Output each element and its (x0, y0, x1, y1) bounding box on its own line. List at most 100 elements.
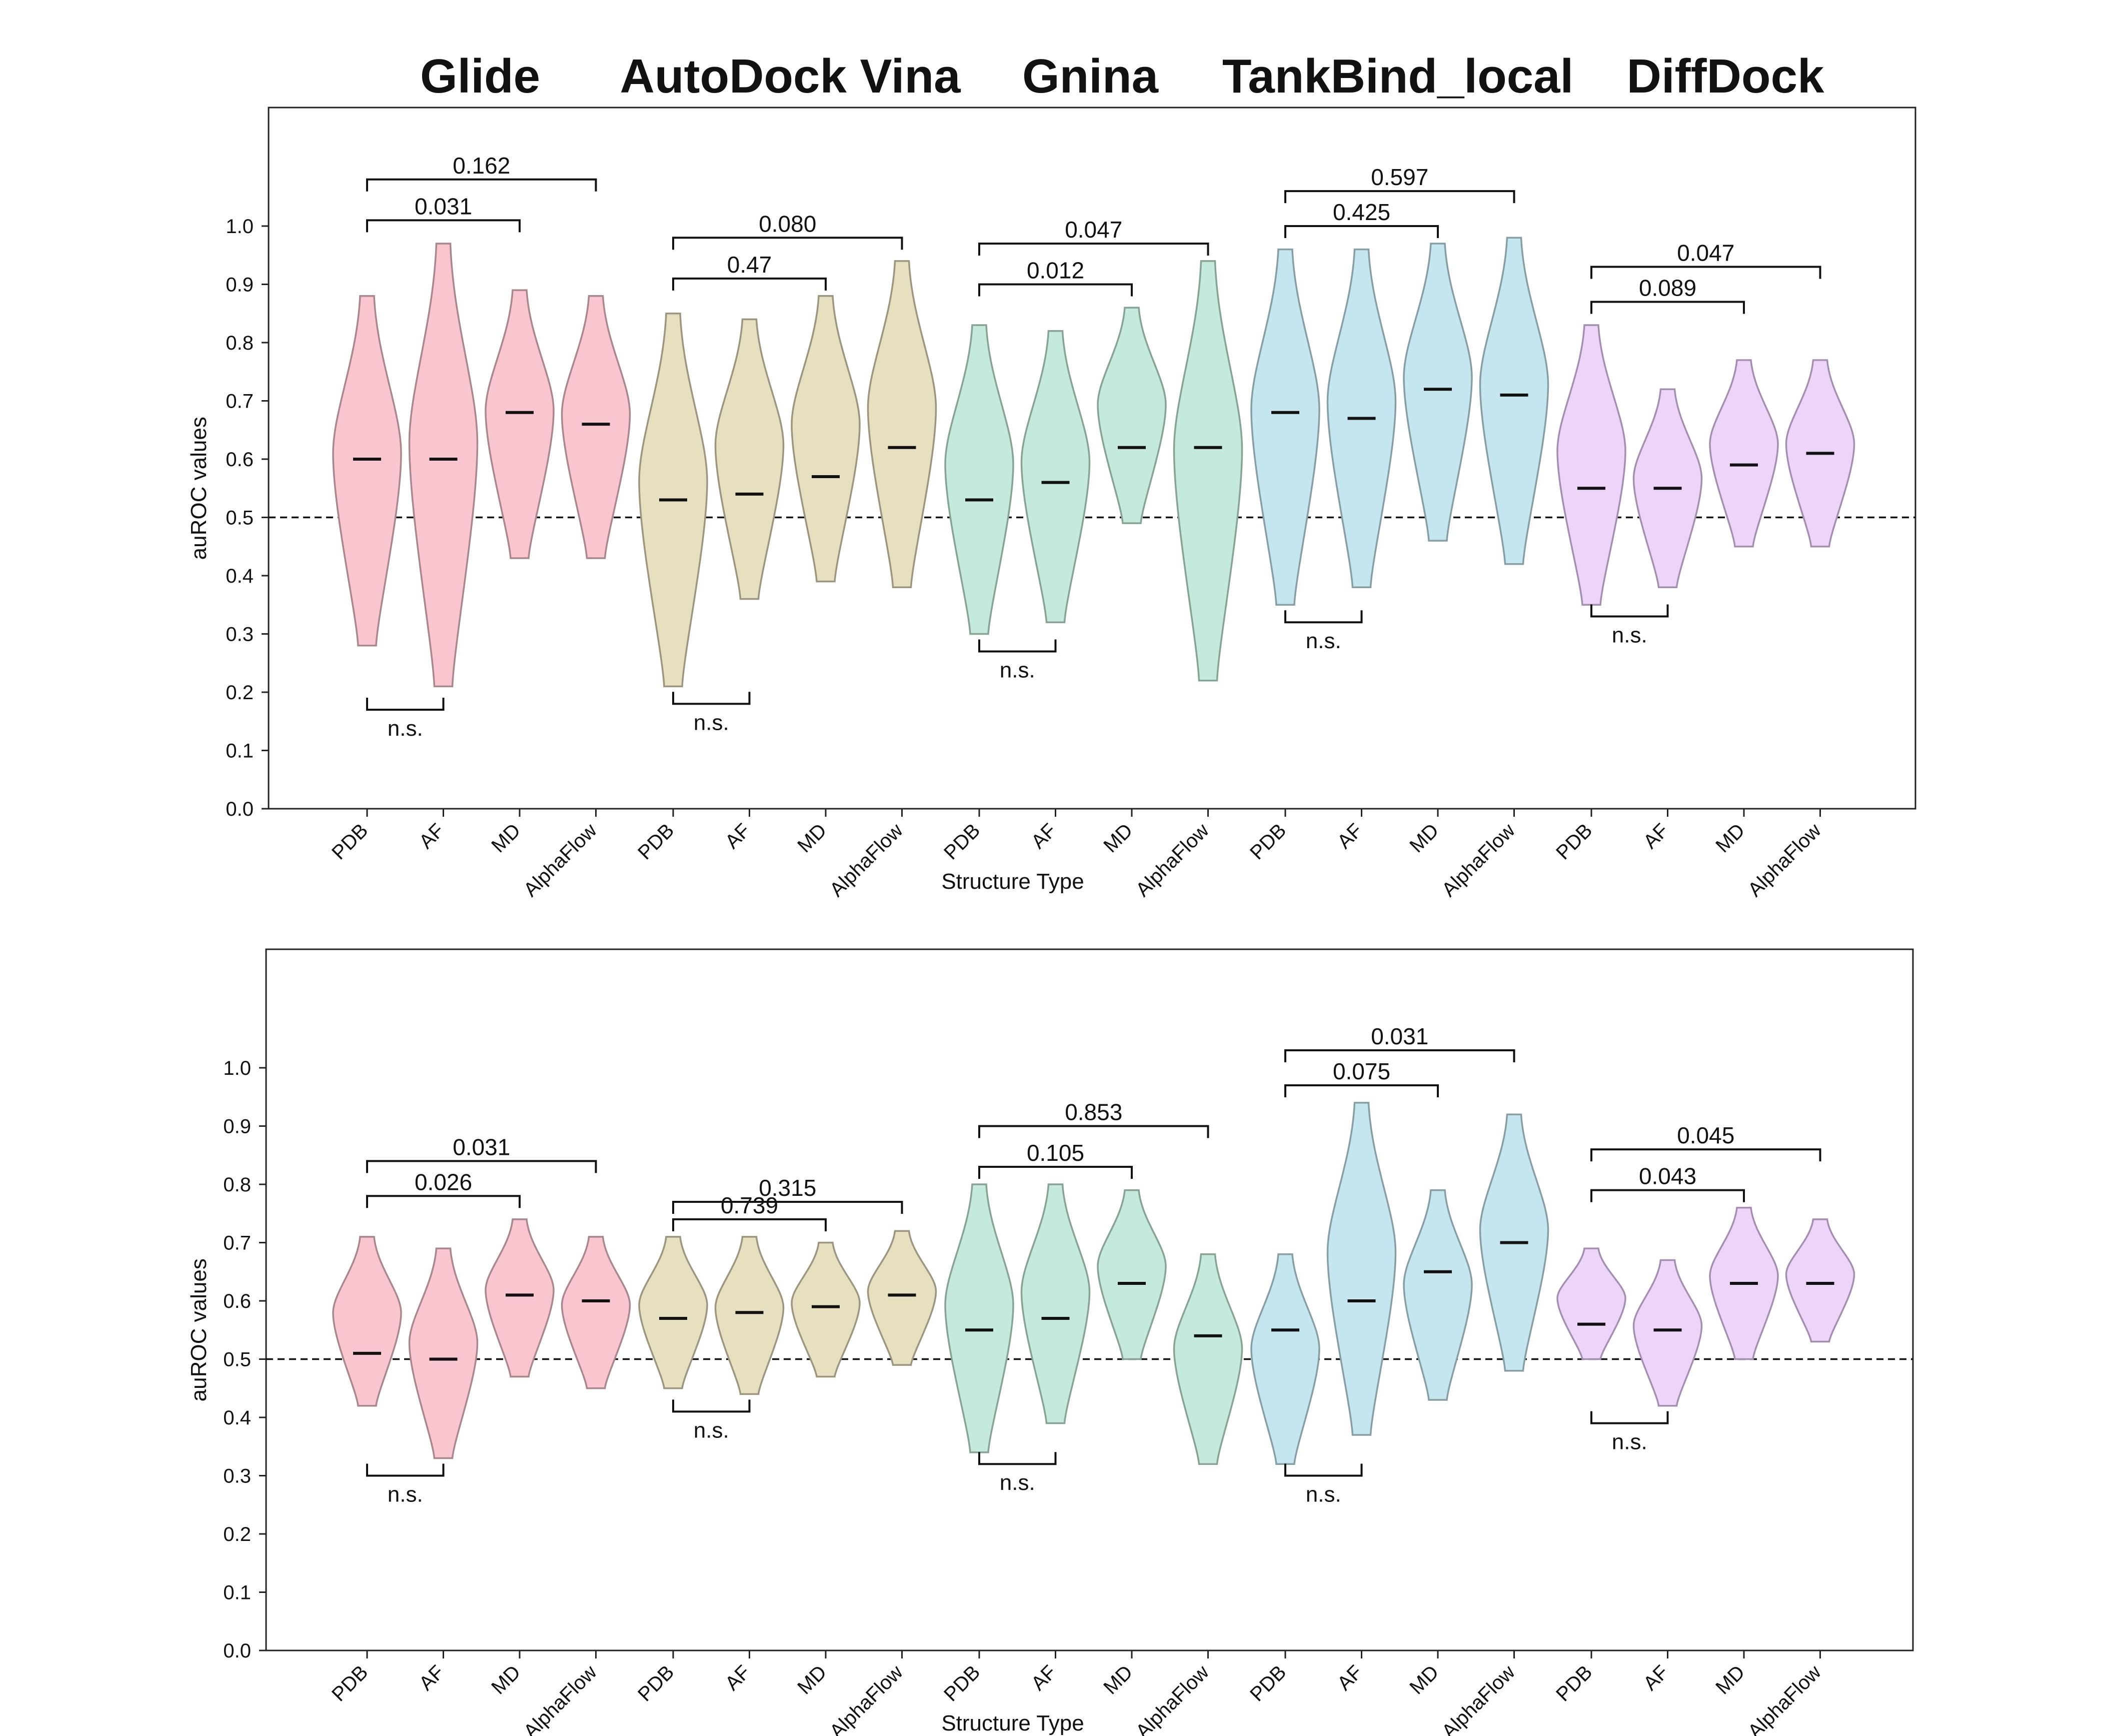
x-tick-label: AF (1639, 819, 1673, 853)
x-tick-label: PDB (634, 819, 678, 864)
significance-label: 0.089 (1639, 275, 1696, 301)
significance-label: n.s. (1000, 1470, 1035, 1495)
significance-bracket (672, 1200, 903, 1214)
y-tick-label: 0.3 (226, 624, 254, 646)
violin (1556, 1247, 1626, 1360)
violin (332, 295, 402, 647)
significance-bracket (366, 697, 445, 711)
violin (1556, 324, 1626, 606)
violin (1632, 1259, 1703, 1407)
x-tick-label: AF (1333, 1661, 1367, 1694)
x-tick-label: MD (1099, 1661, 1137, 1698)
significance-label: 0.47 (727, 252, 772, 278)
significance-label: 0.597 (1371, 164, 1428, 190)
significance-bracket (1590, 301, 1745, 314)
significance-label: 0.047 (1065, 217, 1122, 243)
y-tick-label: 0.8 (223, 1174, 251, 1196)
significance-label: n.s. (388, 1482, 423, 1507)
violin (561, 295, 631, 559)
x-tick-label: PDB (940, 819, 984, 864)
x-tick-label: PDB (1552, 1661, 1596, 1705)
violin (408, 1247, 479, 1459)
significance-label: 0.047 (1677, 240, 1734, 266)
x-axis-label: Structure Type (941, 869, 1084, 894)
significance-bracket (1590, 1411, 1669, 1424)
x-tick-label: PDB (1552, 819, 1596, 864)
x-tick-label: AF (1027, 819, 1061, 853)
significance-label: 0.853 (1065, 1099, 1122, 1125)
significance-bracket (978, 1166, 1133, 1179)
y-tick-label: 0.0 (223, 1640, 251, 1662)
x-tick-label: AlphaFlow (1744, 819, 1825, 901)
x-tick-label: MD (793, 1661, 831, 1698)
significance-label: n.s. (1612, 1430, 1647, 1454)
legend: Glide AutoDock Vina Gnina TankBind_local Dif… (420, 50, 1824, 103)
significance-label: 0.045 (1677, 1122, 1734, 1148)
significance-bracket (1590, 604, 1669, 618)
x-axis-label: Structure Type (941, 1711, 1084, 1735)
x-tick-label: AF (415, 1661, 449, 1694)
significance-label: 0.425 (1333, 199, 1390, 225)
x-tick-label: PDB (1246, 819, 1290, 864)
y-tick-label: 0.6 (226, 449, 254, 471)
y-axis-label: auROC values (187, 417, 211, 560)
significance-bracket (1284, 1049, 1515, 1063)
violin (1479, 237, 1549, 565)
x-tick-label: AlphaFlow (826, 819, 907, 901)
violin (1020, 1183, 1091, 1424)
significance-label: 0.080 (759, 211, 816, 237)
violin (1785, 1218, 1855, 1343)
plot-frame (268, 107, 1916, 810)
y-tick-label: 0.7 (223, 1232, 251, 1254)
y-tick-label: 0.0 (226, 798, 254, 820)
top-panel: 0.0 0.1 0.2 0.3 0.4 0.5 0.6 0.7 0.8 0.9 1.0 auROC v… (187, 107, 1916, 901)
x-tick-label: MD (487, 819, 525, 857)
y-tick-label: 0.2 (226, 682, 254, 704)
violin (1326, 1102, 1397, 1436)
x-tick-label: AlphaFlow (1132, 819, 1213, 901)
significance-label: n.s. (694, 1418, 729, 1442)
y-axis-label: auROC values (187, 1258, 211, 1401)
x-tick-label: PDB (328, 1661, 372, 1705)
legend-label-1: Glide (420, 50, 540, 103)
x-tick-label: MD (793, 819, 831, 857)
significance-bracket (978, 639, 1057, 653)
significance-label: n.s. (388, 716, 423, 741)
y-tick-label: 0.5 (223, 1349, 251, 1371)
significance-label: n.s. (1000, 658, 1035, 682)
violin (714, 1236, 785, 1395)
significance-label: 0.105 (1027, 1140, 1084, 1166)
legend-label-5: DiffDock (1627, 50, 1824, 103)
violin (1020, 330, 1091, 623)
y-tick-label: 0.6 (223, 1290, 251, 1312)
violin (1250, 1253, 1320, 1465)
x-tick-label: PDB (940, 1661, 984, 1705)
x-tick-label: MD (1711, 819, 1749, 857)
y-tick-label: 1.0 (223, 1057, 251, 1079)
x-tick-label: AF (1639, 1661, 1673, 1694)
violin (867, 1230, 937, 1366)
y-tick-label: 0.9 (226, 274, 254, 296)
violin (1173, 260, 1243, 682)
y-tick-label: 0.7 (226, 391, 254, 413)
x-tick-label: PDB (1246, 1661, 1290, 1705)
violin (1250, 248, 1320, 606)
x-tick-label: AlphaFlow (1438, 819, 1519, 901)
violin (1403, 243, 1473, 542)
legend-label-4: TankBind_local (1222, 50, 1573, 103)
violin (714, 318, 785, 600)
x-tick-label: MD (1405, 1661, 1443, 1698)
x-tick-label: MD (487, 1661, 525, 1698)
significance-label: 0.043 (1639, 1163, 1696, 1189)
significance-label: n.s. (694, 710, 729, 735)
significance-bracket (366, 1160, 597, 1173)
significance-label: 0.315 (759, 1175, 816, 1201)
significance-bracket (1284, 190, 1515, 204)
y-tick-label: 0.4 (226, 565, 254, 587)
significance-bracket (672, 1218, 827, 1231)
significance-bracket (366, 1463, 445, 1477)
violin (1173, 1253, 1243, 1465)
significance-label: 0.012 (1027, 258, 1084, 284)
violin (944, 1183, 1014, 1453)
significance-label: 0.031 (415, 193, 472, 219)
